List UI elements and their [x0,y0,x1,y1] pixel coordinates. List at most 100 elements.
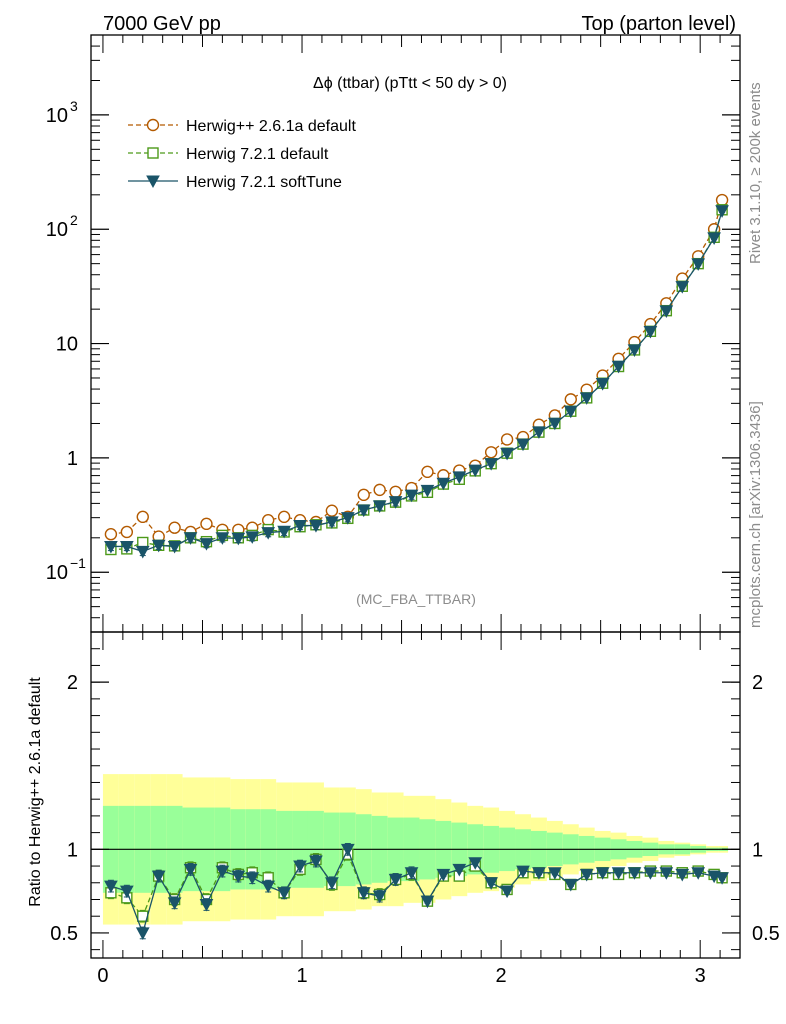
main-point-2 [659,305,674,318]
main-point-2 [548,417,562,431]
ratio-point-1 [215,865,230,879]
ratio-point-1 [436,868,451,882]
ratio-point-1 [340,843,355,857]
ratio-y-tick-label-right: 2 [752,672,763,694]
legend-label-2: Herwig 7.2.1 softTune [186,174,342,191]
main-point-2 [372,500,387,513]
ratio-y-tick-label-right: 0.5 [752,923,780,945]
ratio-series-line-0 [110,852,723,918]
ratio-x-tick-label: 0 [97,965,108,987]
ratio-y-tick-label-left: 1 [67,839,78,861]
main-point-2 [277,525,291,539]
main-point-2 [151,539,166,553]
ratio-axes: 0.5 0.5 1 1 2 2 0 1 2 3 [50,632,780,987]
main-point-2 [183,532,198,545]
ratio-point-1 [532,867,546,880]
main-point-2 [468,464,483,478]
main-point-2 [388,496,403,509]
ratio-y-tick-label-left: 2 [67,672,78,694]
chart-title: Δϕ (ttbar) (pTtt < 50 dy > 0) [313,75,507,92]
rivet-label: Rivet 3.1.10, ≥ 200k events [747,82,764,264]
main-point-0 [421,465,434,479]
main-point-2 [104,540,118,554]
ratio-point-1 [325,877,339,890]
main-point-2 [215,532,230,545]
main-point-2 [500,447,514,461]
legend: Herwig++ 2.6.1a default Herwig 7.2.1 defa… [128,118,356,191]
ratio-point-1 [135,927,150,940]
main-point-0 [104,528,118,541]
ratio-panel: 0.5 0.5 1 1 2 2 0 1 2 3 [50,631,780,987]
main-point-2 [356,504,371,518]
main-point-2 [516,438,530,452]
ratio-y-tick-label-left: 0.5 [50,923,78,945]
main-y-tick-label: 10 [46,562,68,584]
main-point-2 [167,540,182,554]
legend-marker-2 [146,175,160,189]
ratio-point-1 [611,867,626,880]
main-point-0 [120,525,134,539]
main-point-2 [532,426,546,439]
header-right: Top (parton level) [581,13,736,35]
main-point-2 [643,326,658,339]
main-point-0 [325,504,339,517]
ratio-y-axis-label: Ratio to Herwig++ 2.6.1a default [27,677,44,907]
main-point-2 [261,527,276,540]
ratio-point-1 [245,872,260,885]
ratio-point-1 [452,863,467,877]
ratio-point-1 [659,867,674,880]
main-y-tick-label: 10 [46,219,68,241]
main-point-0 [136,510,149,524]
main-y-tick-exponent: 3 [70,98,78,114]
ratio-point-1 [420,895,435,909]
ratio-x-tick-label: 3 [695,965,706,987]
main-y-tick-label: 1 [67,448,78,470]
main-y-tick-exponent: 2 [70,212,78,228]
main-point-0 [564,393,577,406]
ratio-point-1 [675,868,690,882]
main-point-2 [119,540,134,554]
main-point-0 [389,485,402,499]
ratio-y-tick-label-right: 1 [752,839,763,861]
main-point-2 [135,545,150,559]
ratio-point-1 [691,867,706,880]
ratio-point-1 [372,890,387,904]
main-point-2 [707,232,721,245]
main-point-0 [357,488,370,502]
ratio-point-1 [516,865,530,879]
main-point-2 [309,520,323,533]
main-point-2 [340,512,355,525]
ratio-point-1 [579,868,594,882]
main-point-2 [436,477,451,491]
main-y-tick-label: 10 [46,105,68,127]
legend-label-1: Herwig 7.2.1 default [186,146,329,163]
ratio-point-1 [715,872,729,885]
ratio-point-1 [563,878,578,892]
mcplots-label: mcplots.cern.ch [arXiv:1306.3436] [747,401,764,628]
ratio-point-1 [595,867,610,880]
ratio-plot-frame [90,631,741,959]
main-point-0 [500,433,514,446]
ratio-point-1 [484,877,498,890]
header-left: 7000 GeV pp [103,13,221,35]
main-point-2 [325,516,339,529]
ratio-point-1 [231,870,246,884]
legend-marker-1 [147,147,159,159]
main-point-2 [293,520,307,533]
main-point-2 [691,258,706,271]
ratio-point-1 [388,873,403,887]
ratio-data-layer [104,842,729,940]
main-point-2 [452,471,467,484]
ratio-x-tick-label: 2 [496,965,507,987]
main-point-2 [245,531,260,544]
main-point-0 [484,446,498,459]
main-y-tick-label: 10 [56,334,78,356]
ratio-point-1 [277,887,291,900]
main-data-layer [104,193,729,559]
ratio-point-1 [627,867,642,880]
ratio-point-1 [309,855,323,869]
main-point-2 [420,484,435,498]
